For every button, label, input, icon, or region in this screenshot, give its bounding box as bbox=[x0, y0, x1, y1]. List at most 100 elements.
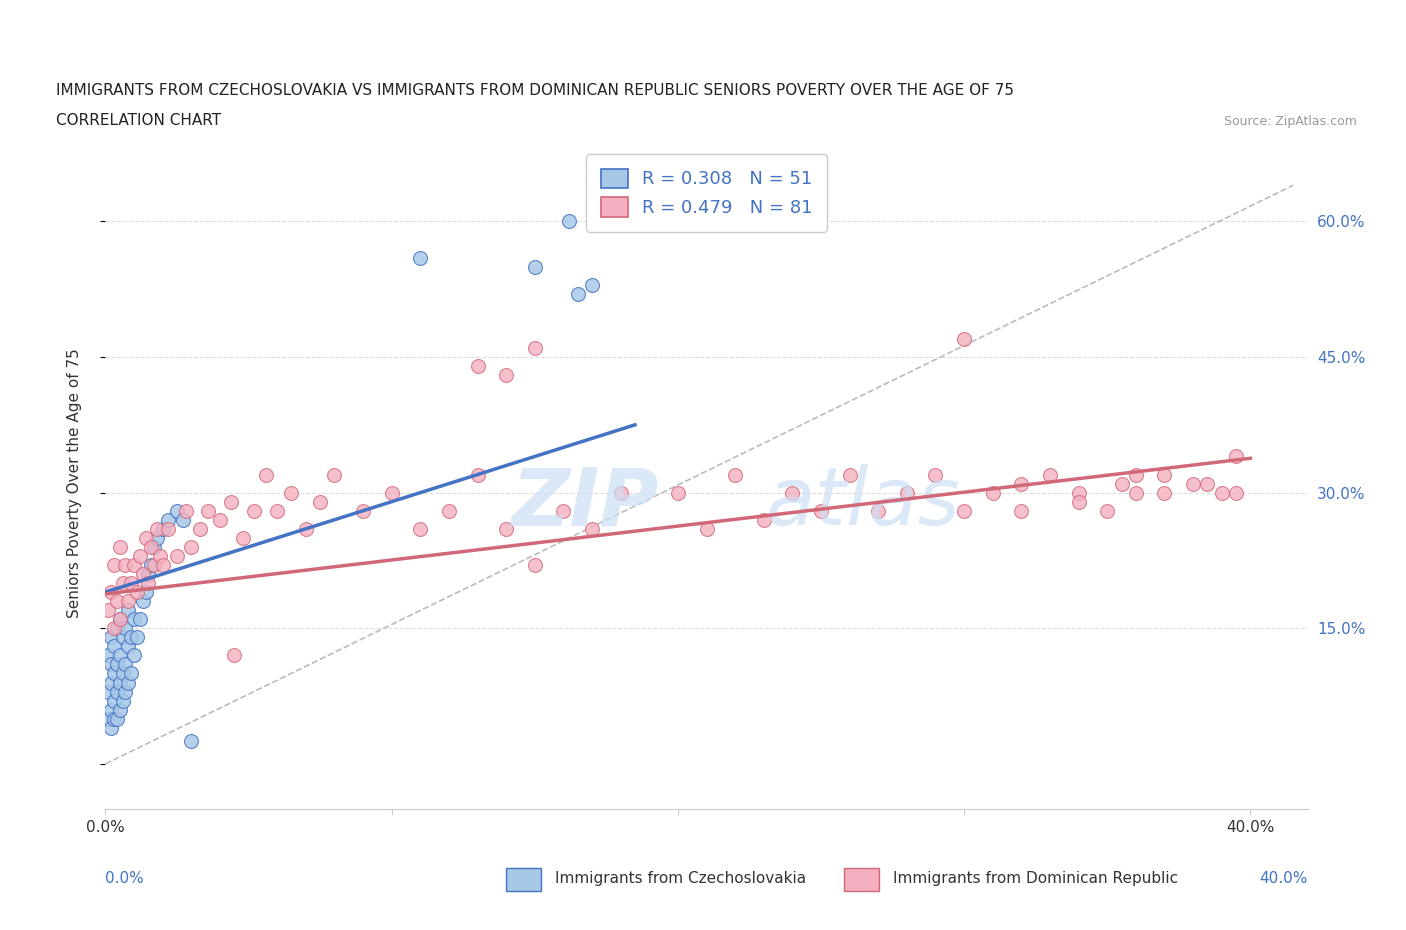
Point bbox=[141, 558, 163, 573]
Point bbox=[108, 539, 131, 554]
Point bbox=[752, 512, 775, 527]
Point bbox=[953, 331, 976, 346]
Point bbox=[108, 612, 131, 627]
Point bbox=[810, 503, 832, 518]
Point bbox=[467, 359, 489, 374]
Point bbox=[100, 702, 122, 717]
Point bbox=[103, 693, 125, 708]
Point bbox=[166, 549, 188, 564]
Point bbox=[114, 657, 136, 671]
Point bbox=[224, 648, 246, 663]
Point bbox=[105, 711, 128, 726]
Point bbox=[149, 549, 172, 564]
Point bbox=[896, 485, 918, 500]
Point bbox=[157, 512, 180, 527]
Point bbox=[103, 711, 125, 726]
Point bbox=[141, 539, 163, 554]
Text: Immigrants from Dominican Republic: Immigrants from Dominican Republic bbox=[893, 871, 1178, 886]
Point bbox=[97, 711, 120, 726]
Point bbox=[782, 485, 804, 500]
Point bbox=[138, 566, 160, 581]
Legend: R = 0.308   N = 51, R = 0.479   N = 81: R = 0.308 N = 51, R = 0.479 N = 81 bbox=[586, 154, 827, 232]
Point bbox=[523, 558, 546, 573]
Point bbox=[1153, 485, 1175, 500]
Point bbox=[172, 512, 194, 527]
Point bbox=[323, 467, 346, 482]
Point bbox=[197, 503, 219, 518]
Point bbox=[108, 675, 131, 690]
Point bbox=[128, 549, 150, 564]
Point bbox=[100, 630, 122, 644]
Text: Immigrants from Czechoslovakia: Immigrants from Czechoslovakia bbox=[555, 871, 807, 886]
Text: 0.0%: 0.0% bbox=[105, 871, 145, 886]
Point bbox=[1182, 476, 1205, 491]
Point bbox=[254, 467, 277, 482]
Point bbox=[523, 340, 546, 355]
Point bbox=[122, 648, 145, 663]
Point bbox=[108, 612, 131, 627]
Point bbox=[97, 603, 120, 618]
Point bbox=[103, 558, 125, 573]
Text: ZIP: ZIP bbox=[510, 464, 658, 542]
Point bbox=[437, 503, 460, 518]
Point bbox=[352, 503, 374, 518]
Point bbox=[111, 630, 134, 644]
Point bbox=[143, 539, 166, 554]
Text: atlas: atlas bbox=[765, 464, 960, 542]
Point bbox=[221, 494, 243, 509]
Point bbox=[1225, 485, 1247, 500]
Point bbox=[581, 277, 603, 292]
Point bbox=[111, 693, 134, 708]
Point bbox=[838, 467, 860, 482]
Point bbox=[117, 675, 139, 690]
Point bbox=[125, 585, 148, 600]
Point bbox=[128, 612, 150, 627]
Point bbox=[1125, 485, 1147, 500]
Point bbox=[567, 286, 589, 301]
Point bbox=[266, 503, 288, 518]
Point bbox=[981, 485, 1004, 500]
Point bbox=[409, 522, 432, 537]
Point bbox=[135, 585, 157, 600]
Point bbox=[1211, 485, 1233, 500]
Point bbox=[232, 530, 254, 545]
Point bbox=[1225, 449, 1247, 464]
Point bbox=[243, 503, 266, 518]
Point bbox=[105, 621, 128, 636]
Point bbox=[103, 666, 125, 681]
Point bbox=[100, 657, 122, 671]
Point bbox=[409, 250, 432, 265]
Point bbox=[103, 639, 125, 654]
Point bbox=[581, 522, 603, 537]
Point bbox=[108, 648, 131, 663]
Point bbox=[924, 467, 946, 482]
Point bbox=[1010, 503, 1032, 518]
Point bbox=[1095, 503, 1118, 518]
Point bbox=[100, 585, 122, 600]
Point bbox=[97, 684, 120, 699]
Text: 40.0%: 40.0% bbox=[1260, 871, 1308, 886]
Point bbox=[280, 485, 302, 500]
Point bbox=[1067, 485, 1090, 500]
Point bbox=[103, 621, 125, 636]
Point bbox=[295, 522, 318, 537]
Point bbox=[553, 503, 575, 518]
Point bbox=[174, 503, 197, 518]
Point bbox=[120, 576, 142, 591]
Point bbox=[1197, 476, 1219, 491]
Point bbox=[157, 522, 180, 537]
Point bbox=[138, 576, 160, 591]
Point bbox=[1067, 494, 1090, 509]
Y-axis label: Seniors Poverty Over the Age of 75: Seniors Poverty Over the Age of 75 bbox=[67, 349, 82, 618]
Text: IMMIGRANTS FROM CZECHOSLOVAKIA VS IMMIGRANTS FROM DOMINICAN REPUBLIC SENIORS POV: IMMIGRANTS FROM CZECHOSLOVAKIA VS IMMIGR… bbox=[56, 83, 1014, 98]
Point bbox=[97, 648, 120, 663]
Point bbox=[122, 558, 145, 573]
Point bbox=[724, 467, 747, 482]
Point bbox=[188, 522, 211, 537]
Point bbox=[105, 593, 128, 608]
Point bbox=[1039, 467, 1062, 482]
Point bbox=[495, 522, 517, 537]
Point bbox=[166, 503, 188, 518]
Point bbox=[117, 603, 139, 618]
Point bbox=[953, 503, 976, 518]
